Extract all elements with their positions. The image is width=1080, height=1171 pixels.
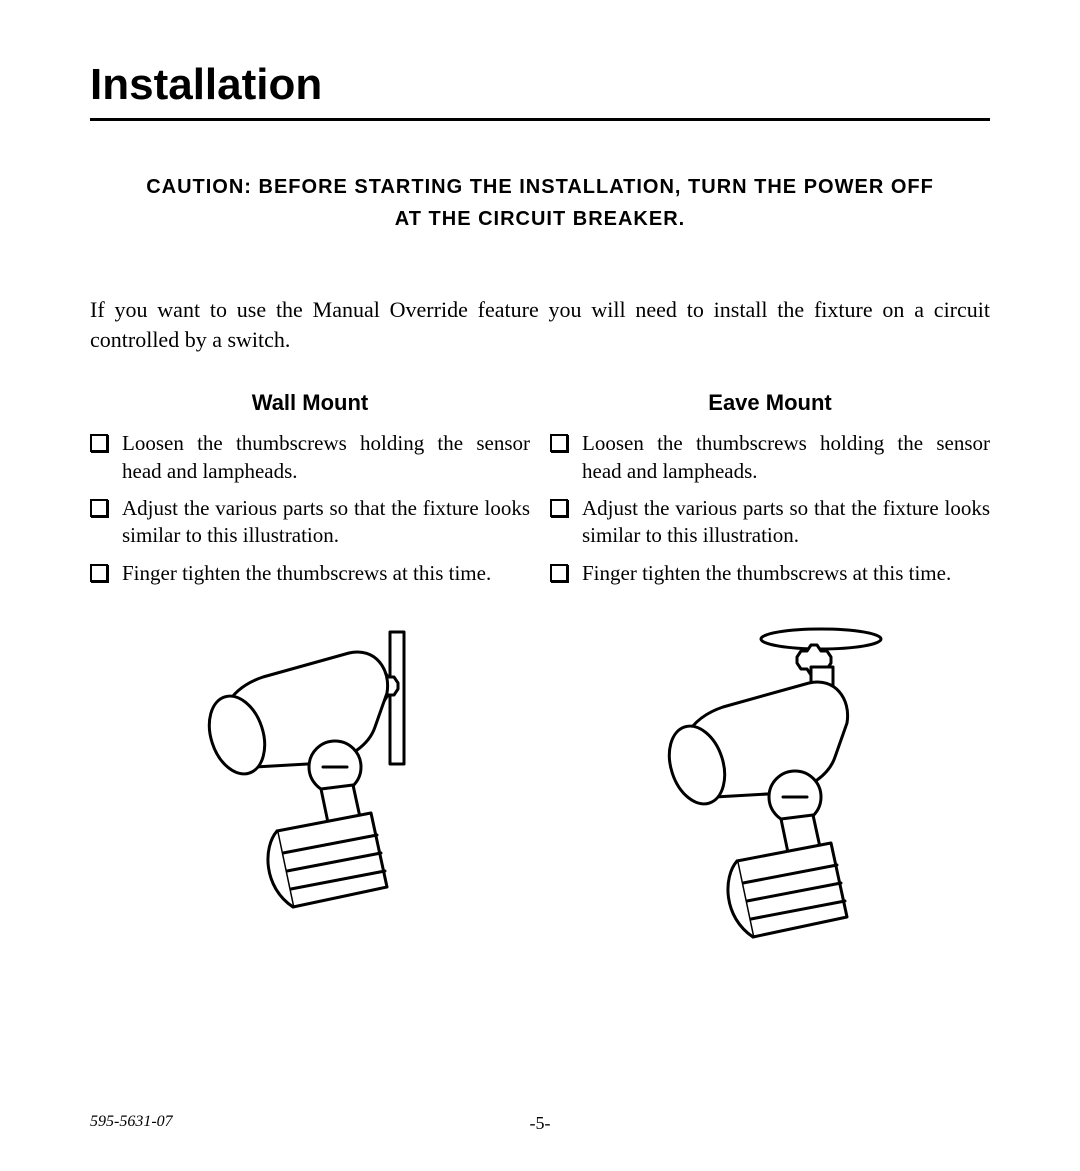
checkbox-icon (90, 499, 108, 517)
checklist-item: Loosen the thumbscrews holding the senso… (550, 430, 990, 485)
checklist-text: Adjust the various parts so that the fix… (122, 495, 530, 550)
checklist-text: Loosen the thumbscrews holding the senso… (582, 430, 990, 485)
footer: 595-5631-07 -5- (90, 1113, 990, 1131)
title-rule (90, 118, 990, 121)
checkbox-icon (550, 564, 568, 582)
checkbox-icon (550, 499, 568, 517)
checkbox-icon (90, 564, 108, 582)
page-title: Installation (90, 60, 990, 110)
checklist-text: Finger tighten the thumbscrews at this t… (122, 560, 530, 587)
checklist-item: Adjust the various parts so that the fix… (90, 495, 530, 550)
checklist-item: Loosen the thumbscrews holding the senso… (90, 430, 530, 485)
caution-text: CAUTION: BEFORE STARTING THE INSTALLATIO… (130, 171, 950, 235)
wall-mount-heading: Wall Mount (90, 390, 530, 416)
checklist-item: Finger tighten the thumbscrews at this t… (550, 560, 990, 587)
wall-mount-illustration (90, 617, 530, 937)
checklist-item: Finger tighten the thumbscrews at this t… (90, 560, 530, 587)
checklist-text: Adjust the various parts so that the fix… (582, 495, 990, 550)
column-eave-mount: Eave Mount Loosen the thumbscrews holdin… (550, 390, 990, 956)
eave-mount-illustration (550, 617, 990, 957)
page-number: -5- (530, 1113, 551, 1134)
checkbox-icon (550, 434, 568, 452)
eave-mount-heading: Eave Mount (550, 390, 990, 416)
checklist-text: Finger tighten the thumbscrews at this t… (582, 560, 990, 587)
columns: Wall Mount Loosen the thumbscrews holdin… (90, 390, 990, 956)
column-wall-mount: Wall Mount Loosen the thumbscrews holdin… (90, 390, 530, 956)
checklist-text: Loosen the thumbscrews holding the senso… (122, 430, 530, 485)
checkbox-icon (90, 434, 108, 452)
intro-text: If you want to use the Manual Override f… (90, 295, 990, 354)
document-number: 595-5631-07 (90, 1113, 173, 1131)
checklist-item: Adjust the various parts so that the fix… (550, 495, 990, 550)
page: Installation CAUTION: BEFORE STARTING TH… (0, 0, 1080, 1171)
